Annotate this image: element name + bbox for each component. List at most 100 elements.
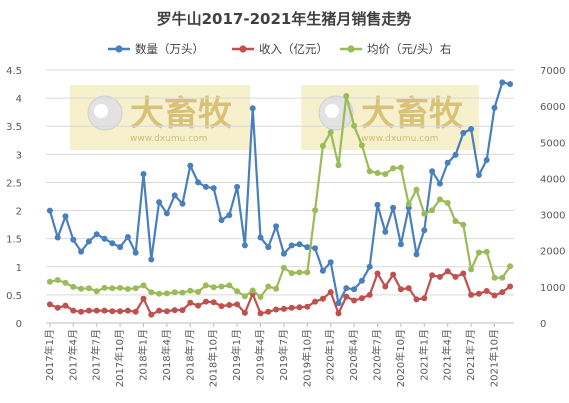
data-point [280,250,287,257]
data-point [491,292,498,299]
data-point [124,307,131,314]
data-point [468,266,475,273]
data-point [132,308,139,315]
data-point [288,242,295,249]
data-point [468,126,475,132]
x-tick-label: 2017年4月 [66,329,79,381]
x-tick-label: 2018年10月 [207,329,220,387]
data-point [273,285,280,292]
y-left-tick-label: 4.5 [6,66,22,77]
axes: 0 0.5 1 1.5 2 2.5 3 3.5 4 4.5 0 1000 2000 3000 4000 500… [6,66,565,387]
data-point [280,305,287,312]
data-point [179,289,186,296]
y-right-tick-label: 3000 [540,211,565,222]
data-point [109,285,116,292]
data-point [234,301,241,308]
data-point [249,287,256,294]
data-point [70,236,77,243]
data-point [405,201,412,208]
x-tick-label: 2021年10月 [488,329,501,387]
y-right-tick-label: 5000 [540,138,565,149]
data-point [351,286,358,293]
data-point [257,294,264,300]
data-point [390,271,397,278]
data-point [429,207,436,214]
y-right-tick-label: 4000 [540,174,565,185]
data-point [475,172,482,179]
series-2 [46,93,514,300]
data-point [421,210,428,217]
data-point [335,162,342,169]
data-point [374,170,381,176]
data-point [195,302,202,309]
legend-label-2: 均价（元/头）右 [367,42,451,56]
y-right-tick-label: 2000 [540,247,565,258]
data-point [78,308,85,315]
data-point [148,289,155,296]
data-point [436,180,443,187]
y-left-tick-label: 3 [16,150,22,161]
data-point [218,303,225,310]
data-point [351,297,358,304]
data-point [327,289,334,296]
data-point [78,248,85,255]
y-left-tick-label: 1 [16,263,22,274]
data-point [343,285,350,292]
data-point [319,142,326,149]
data-point [109,240,116,247]
data-point [93,288,100,295]
data-point [187,287,194,294]
watermark-brand-1: 大畜牧 [361,94,464,134]
data-point [444,159,451,166]
data-point [241,309,248,316]
data-point [109,308,116,315]
data-point [358,295,365,302]
data-point [163,210,170,217]
data-point [187,162,194,169]
data-point [70,307,77,314]
data-point [249,105,256,112]
data-point [156,307,163,314]
x-tick-label: 2017年10月 [113,329,126,387]
data-point [343,293,350,300]
watermark-logo-highlight [94,104,108,118]
data-point [288,304,295,311]
data-point [148,311,155,318]
data-point [257,234,264,241]
data-point [351,122,358,129]
data-point [117,308,124,315]
data-point [335,310,342,317]
data-point [296,241,303,248]
data-point [429,272,436,279]
data-point [124,286,131,292]
data-point [218,217,225,224]
data-point [241,293,248,300]
data-point [296,304,303,311]
data-point [343,93,350,99]
data-point [483,288,490,294]
data-point [210,185,217,192]
data-point [483,157,490,163]
data-point [405,285,412,292]
data-point [195,179,202,186]
data-point [475,249,482,256]
data-point [202,298,209,305]
data-point [54,234,61,241]
series-lines [46,79,514,318]
x-tick-label: 2019年1月 [230,329,243,381]
data-point [132,249,139,256]
x-tick-label: 2021年4月 [441,329,454,381]
data-point [132,285,139,292]
data-point [85,307,92,314]
data-point [491,274,498,281]
data-point [117,284,124,291]
data-point [156,290,163,297]
data-point [163,290,170,297]
data-point [187,299,194,306]
data-point [397,286,404,293]
data-point [93,307,100,314]
data-point [117,244,124,251]
watermark-logo-highlight [325,104,339,118]
data-point [78,285,85,292]
